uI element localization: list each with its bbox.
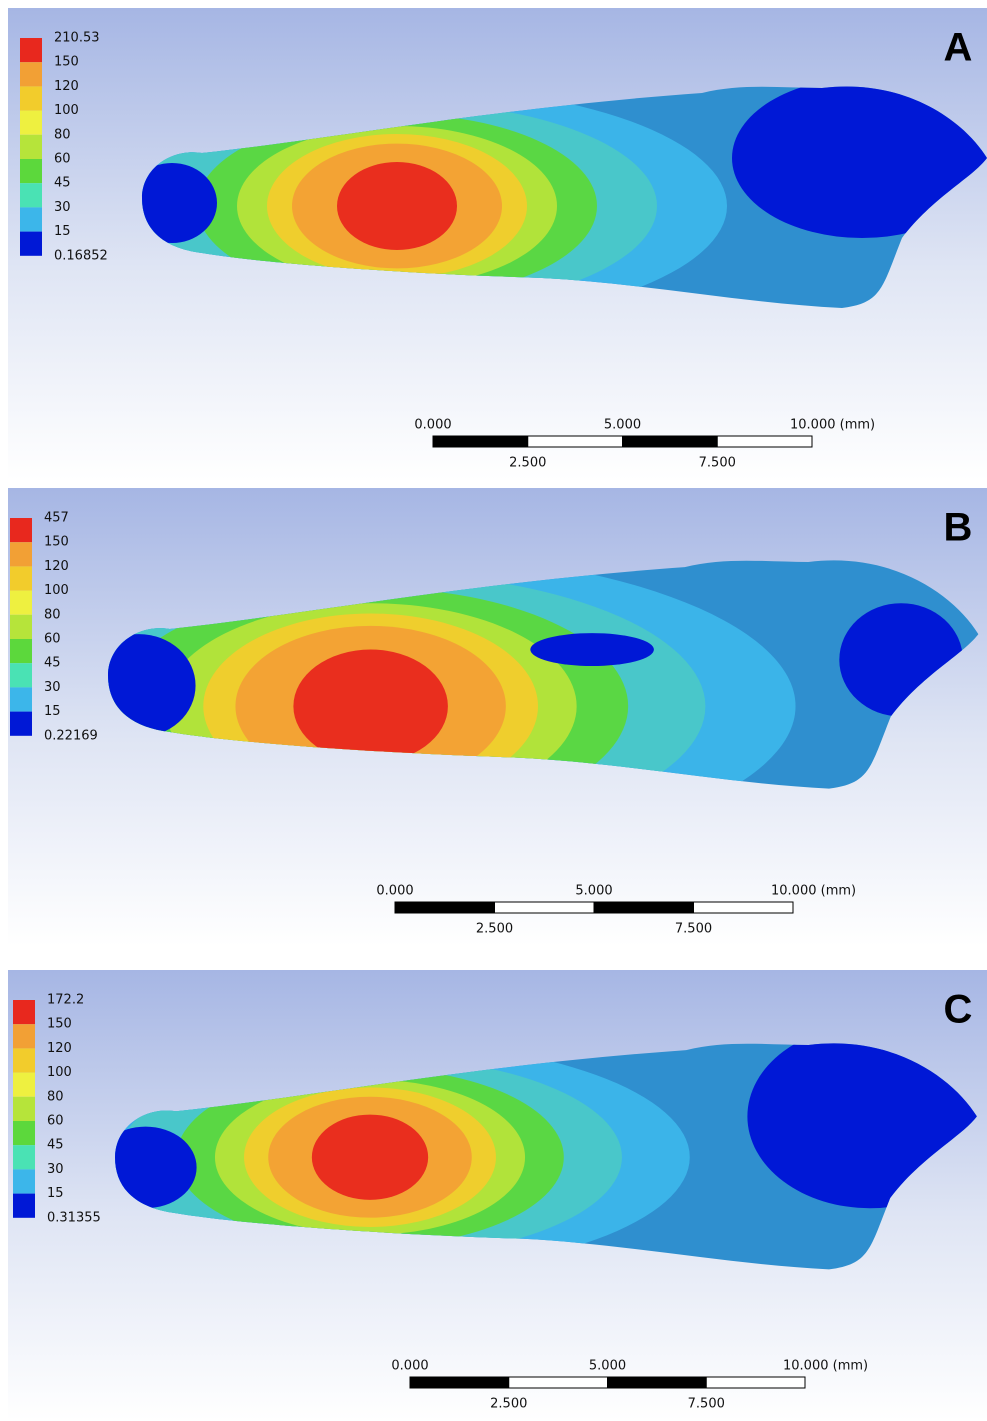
- scale-label: 7.500: [688, 1397, 725, 1412]
- legend-label: 80: [44, 607, 61, 622]
- scale-label: 10.000 (mm): [783, 1359, 868, 1374]
- legend-swatch: [20, 232, 42, 256]
- scale-segment: [509, 1377, 608, 1388]
- legend-label: 80: [47, 1089, 64, 1104]
- panel-label: A: [944, 26, 973, 70]
- legend-swatch: [10, 566, 32, 590]
- scale-segment: [433, 436, 528, 447]
- scale-segment: [410, 1377, 509, 1388]
- legend-swatch: [13, 1097, 35, 1121]
- legend-label: 120: [47, 1041, 72, 1056]
- legend-swatch: [10, 591, 32, 615]
- legend-label: 172.2: [47, 993, 84, 1008]
- scale-segment: [706, 1377, 805, 1388]
- scale-label: 5.000: [589, 1359, 626, 1374]
- legend-swatch: [10, 615, 32, 639]
- legend-label: 15: [54, 224, 71, 239]
- legend-swatch: [20, 183, 42, 207]
- panel-label: B: [944, 506, 973, 550]
- legend-swatch: [10, 542, 32, 566]
- legend-label: 45: [47, 1138, 64, 1153]
- legend-label: 30: [54, 200, 71, 215]
- legend-label: 100: [54, 103, 79, 118]
- scale-segment: [694, 902, 794, 913]
- legend-label: 120: [54, 79, 79, 94]
- scale-segment: [528, 436, 623, 447]
- legend-swatch: [10, 687, 32, 711]
- legend-swatch: [20, 38, 42, 62]
- legend-swatch: [10, 712, 32, 736]
- panel-label: C: [944, 988, 973, 1032]
- legend-label: 30: [47, 1162, 64, 1177]
- scale-label: 10.000 (mm): [790, 418, 875, 433]
- legend-label: 60: [44, 632, 61, 647]
- scale-label: 0.000: [391, 1359, 428, 1374]
- legend-label: 15: [47, 1186, 64, 1201]
- legend-label: 45: [54, 176, 71, 191]
- legend-swatch: [13, 1169, 35, 1193]
- scale-segment: [623, 436, 718, 447]
- legend-swatch: [10, 639, 32, 663]
- legend-label: 60: [47, 1114, 64, 1129]
- legend-label: 0.16852: [54, 248, 108, 263]
- panel: 172.2 150 120 100 80 60 45 30 15 0.31355 C 0.000 5.0…: [8, 970, 987, 1421]
- legend-swatch: [20, 207, 42, 231]
- legend-swatch: [10, 518, 32, 542]
- scale-label: 10.000 (mm): [771, 884, 856, 899]
- legend-swatch: [13, 1024, 35, 1048]
- legend-swatch: [13, 1121, 35, 1145]
- legend-swatch: [20, 86, 42, 110]
- legend-label: 80: [54, 127, 71, 142]
- legend-label: 100: [44, 583, 69, 598]
- scale-label: 2.500: [509, 456, 546, 471]
- legend-label: 150: [54, 55, 79, 70]
- scale-label: 5.000: [575, 884, 612, 899]
- legend-label: 0.22169: [44, 728, 98, 743]
- legend-label: 0.31355: [47, 1210, 101, 1225]
- panel: 210.53 150 120 100 80 60 45 30 15 0.16852 A 0.000 5.…: [8, 8, 987, 480]
- legend-swatch: [13, 1194, 35, 1218]
- scale-label: 2.500: [490, 1397, 527, 1412]
- figure: 210.53 150 120 100 80 60 45 30 15 0.16852 A 0.000 5.…: [0, 0, 987, 1421]
- legend-swatch: [20, 62, 42, 86]
- legend-swatch: [13, 1048, 35, 1072]
- legend-label: 100: [47, 1065, 72, 1080]
- scale-label: 2.500: [476, 922, 513, 937]
- legend-label: 15: [44, 704, 61, 719]
- legend-label: 150: [47, 1017, 72, 1032]
- legend-swatch: [13, 1073, 35, 1097]
- scale-segment: [594, 902, 694, 913]
- legend-label: 457: [44, 511, 69, 526]
- legend-label: 60: [54, 152, 71, 167]
- scale-label: 0.000: [414, 418, 451, 433]
- legend-swatch: [10, 663, 32, 687]
- legend-label: 30: [44, 680, 61, 695]
- contour-band: [337, 162, 457, 250]
- scale-segment: [395, 902, 495, 913]
- legend-label: 120: [44, 559, 69, 574]
- scale-label: 7.500: [675, 922, 712, 937]
- scale-label: 7.500: [699, 456, 736, 471]
- scale-label: 5.000: [604, 418, 641, 433]
- legend-swatch: [13, 1145, 35, 1169]
- low-stress-zone: [530, 633, 654, 666]
- legend-swatch: [20, 159, 42, 183]
- legend-swatch: [20, 135, 42, 159]
- panel: 457 150 120 100 80 60 45 30 15 0.22169 B 0.000 5.000…: [0, 488, 987, 946]
- scale-label: 0.000: [376, 884, 413, 899]
- scale-segment: [608, 1377, 707, 1388]
- scale-segment: [495, 902, 595, 913]
- legend-label: 150: [44, 535, 69, 550]
- legend-label: 45: [44, 656, 61, 671]
- contour-band: [312, 1115, 428, 1200]
- legend-label: 210.53: [54, 31, 100, 46]
- contour-band: [293, 650, 448, 763]
- legend-swatch: [20, 111, 42, 135]
- scale-segment: [717, 436, 812, 447]
- legend-swatch: [13, 1000, 35, 1024]
